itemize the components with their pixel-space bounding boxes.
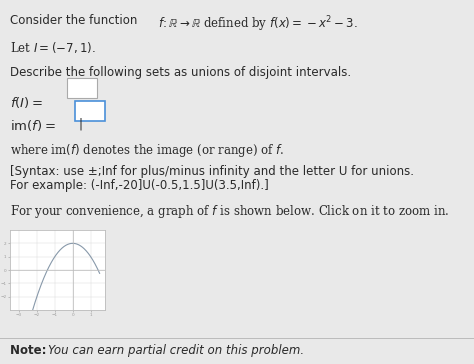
Text: Describe the following sets as unions of disjoint intervals.: Describe the following sets as unions of… bbox=[10, 66, 351, 79]
Text: [Syntax: use ±;Inf for plus/minus infinity and the letter U for unions.: [Syntax: use ±;Inf for plus/minus infini… bbox=[10, 165, 414, 178]
Text: $f\!:\mathbb{R} \to \mathbb{R}$ defined by $f(x) = -x^2 - 3.$: $f\!:\mathbb{R} \to \mathbb{R}$ defined … bbox=[158, 14, 358, 33]
Text: $f(I) = $: $f(I) = $ bbox=[10, 95, 43, 110]
FancyBboxPatch shape bbox=[67, 78, 97, 98]
FancyBboxPatch shape bbox=[75, 101, 105, 121]
Text: For your convenience, a graph of $f$ is shown below. Click on it to zoom in.: For your convenience, a graph of $f$ is … bbox=[10, 203, 449, 220]
Text: Let $I = (-7, 1).$: Let $I = (-7, 1).$ bbox=[10, 40, 96, 55]
Text: where im$(f)$ denotes the image (or range) of $f$.: where im$(f)$ denotes the image (or rang… bbox=[10, 142, 284, 159]
Text: Consider the function: Consider the function bbox=[10, 14, 141, 27]
Text: |: | bbox=[79, 117, 83, 130]
Text: $\mathrm{im}(f) = $: $\mathrm{im}(f) = $ bbox=[10, 118, 56, 133]
Text: Note:: Note: bbox=[10, 344, 51, 357]
Text: For example: (-Inf,-20]U(-0.5,1.5]U(3.5,Inf).]: For example: (-Inf,-20]U(-0.5,1.5]U(3.5,… bbox=[10, 179, 269, 192]
Text: You can earn partial credit on this problem.: You can earn partial credit on this prob… bbox=[48, 344, 304, 357]
